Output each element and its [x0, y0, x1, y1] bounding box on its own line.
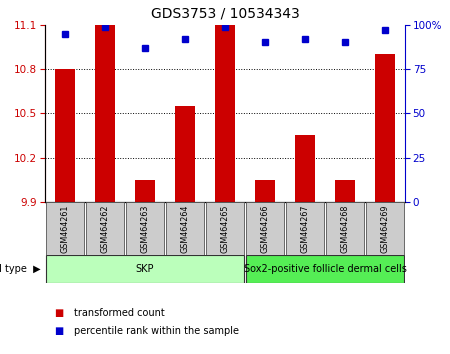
Bar: [46, 255, 244, 283]
Bar: [375, 54, 395, 202]
Bar: [126, 202, 164, 255]
Text: GSM464266: GSM464266: [261, 204, 270, 252]
Text: percentile rank within the sample: percentile rank within the sample: [74, 326, 239, 336]
Text: transformed count: transformed count: [74, 308, 165, 318]
Bar: [86, 202, 124, 255]
Bar: [135, 179, 155, 202]
Text: GSM464267: GSM464267: [301, 204, 310, 253]
Text: GSM464263: GSM464263: [140, 204, 149, 252]
Bar: [95, 25, 115, 202]
Text: SKP: SKP: [136, 264, 154, 274]
Bar: [366, 202, 404, 255]
Bar: [55, 69, 75, 202]
Text: ■: ■: [54, 326, 63, 336]
Bar: [255, 179, 275, 202]
Bar: [206, 202, 244, 255]
Bar: [215, 25, 235, 202]
Title: GDS3753 / 10534343: GDS3753 / 10534343: [151, 7, 299, 21]
Bar: [326, 202, 364, 255]
Bar: [246, 255, 404, 283]
Bar: [46, 202, 84, 255]
Bar: [246, 202, 284, 255]
Text: GSM464265: GSM464265: [220, 204, 230, 253]
Text: GSM464268: GSM464268: [341, 204, 350, 252]
Bar: [286, 202, 324, 255]
Text: ■: ■: [54, 308, 63, 318]
Text: Sox2-positive follicle dermal cells: Sox2-positive follicle dermal cells: [243, 264, 406, 274]
Text: GSM464262: GSM464262: [100, 204, 109, 253]
Text: GSM464264: GSM464264: [180, 204, 189, 252]
Bar: [335, 179, 355, 202]
Text: GSM464261: GSM464261: [60, 204, 69, 252]
Text: GSM464269: GSM464269: [381, 204, 390, 253]
Text: cell type  ▶: cell type ▶: [0, 264, 40, 274]
Bar: [166, 202, 204, 255]
Bar: [295, 136, 315, 202]
Bar: [175, 106, 195, 202]
